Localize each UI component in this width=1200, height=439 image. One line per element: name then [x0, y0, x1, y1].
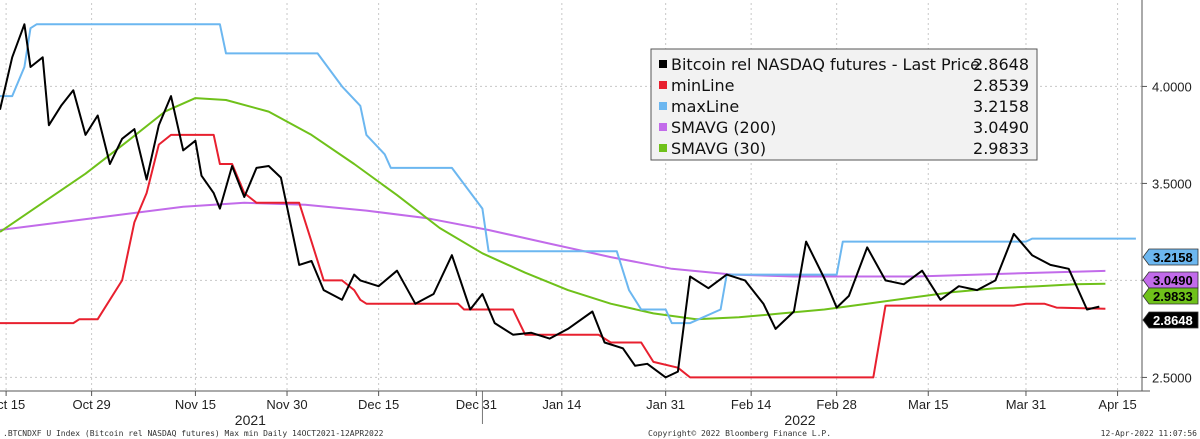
- legend-swatch-sma30: [659, 144, 667, 152]
- badge-label-sma200: 3.0490: [1153, 273, 1193, 288]
- badge-sma30: [1142, 287, 1199, 305]
- x-year-label: 2022: [784, 412, 815, 428]
- footer-center: Copyright© 2022 Bloomberg Finance L.P.: [648, 429, 831, 438]
- y-tick-label: 3.5000: [1152, 176, 1192, 191]
- series-lines: [0, 23, 1136, 379]
- x-tick-label: Mar 15: [908, 397, 948, 412]
- badge-price: [1142, 311, 1199, 329]
- y-tick-label: 4.0000: [1152, 79, 1192, 94]
- legend-label-sma200: SMAVG (200): [671, 118, 776, 137]
- series-line-sma30: [0, 97, 1106, 321]
- x-tick-label: Jan 14: [542, 397, 581, 412]
- footer-left: .BTCNDXF U Index (Bitcoin rel NASDAQ fut…: [3, 429, 384, 438]
- x-tick-label: Jan 31: [646, 397, 685, 412]
- series-line-maxLine: [0, 23, 1136, 325]
- x-tick-label: Feb 28: [816, 397, 856, 412]
- legend-swatch-minLine: [659, 81, 667, 89]
- x-tick-label: Dec 31: [456, 397, 497, 412]
- y-tick-label: 2.5000: [1152, 370, 1192, 385]
- legend-value-sma200: 3.0490: [973, 118, 1029, 137]
- legend-swatch-maxLine: [659, 102, 667, 110]
- x-tick-label: Nov 30: [266, 397, 307, 412]
- legend-box: [650, 48, 1038, 161]
- x-tick-label: Apr 15: [1098, 397, 1136, 412]
- series-line-price: [0, 23, 1100, 379]
- legend-value-sma30: 2.9833: [973, 139, 1029, 158]
- badge-label-sma30: 2.9833: [1153, 289, 1193, 304]
- footer-right: 12-Apr-2022 11:07:56: [1101, 429, 1198, 438]
- x-tick-label: Dec 15: [358, 397, 399, 412]
- legend-label-maxLine: maxLine: [671, 97, 739, 116]
- legend-label-sma30: SMAVG (30): [671, 139, 766, 158]
- legend-value-price: 2.8648: [973, 55, 1029, 74]
- legend-swatch-sma200: [659, 123, 667, 131]
- badge-label-price: 2.8648: [1153, 313, 1193, 328]
- legend-value-minLine: 2.8539: [973, 76, 1029, 95]
- x-tick-label: Feb 14: [731, 397, 771, 412]
- x-tick-label: Nov 15: [175, 397, 216, 412]
- x-tick-label: Mar 31: [1006, 397, 1046, 412]
- legend-label-price: Bitcoin rel NASDAQ futures - Last Price: [671, 55, 980, 74]
- badge-maxLine: [1142, 248, 1199, 266]
- grid-lines: [0, 3, 1142, 391]
- badge-label-maxLine: 3.2158: [1153, 250, 1193, 265]
- x-year-label: 2021: [235, 412, 266, 428]
- x-tick-label: Oct 29: [72, 397, 110, 412]
- series-line-sma200: [0, 201, 1106, 278]
- badge-sma200: [1142, 271, 1199, 289]
- legend-swatch-price: [659, 60, 667, 68]
- axes: Oct 15 Oct 29 Nov 15 Nov 30 Dec 15 Dec 31 Jan …: [0, 0, 1192, 428]
- x-tick-label: Oct 15: [0, 397, 25, 412]
- legend-label-minLine: minLine: [671, 76, 735, 95]
- series-line-minLine: [0, 133, 1106, 379]
- legend-value-maxLine: 3.2158: [973, 97, 1029, 116]
- legend: Bitcoin rel NASDAQ futures - Last Price2…: [650, 48, 1038, 161]
